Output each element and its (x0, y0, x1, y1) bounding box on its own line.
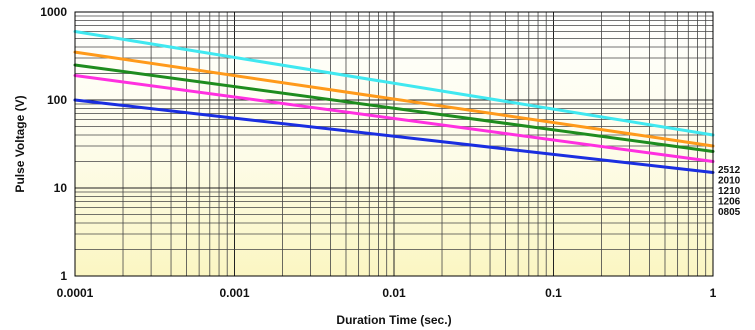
x-tick-label: 0.0001 (57, 286, 94, 300)
x-tick-label: 0.001 (219, 286, 249, 300)
series-label-0805: 0805 (718, 207, 741, 218)
y-tick-label: 100 (47, 93, 67, 107)
x-tick-label: 1 (710, 286, 717, 300)
x-tick-labels: 0.0001 0.001 0.01 0.1 1 (57, 286, 717, 300)
x-tick-label: 0.01 (382, 286, 406, 300)
x-axis-title: Duration Time (sec.) (336, 313, 451, 327)
y-tick-label: 1000 (40, 5, 67, 19)
series-label-2010: 2010 (718, 176, 741, 187)
series-line-1210 (73, 63, 715, 153)
series-lines (73, 30, 715, 174)
plot-frame (74, 11, 714, 277)
series-line-2512 (73, 30, 715, 137)
series-label-1210: 1210 (718, 186, 741, 197)
series-line-1206 (73, 73, 715, 164)
series-line-0805 (73, 98, 715, 174)
y-axis-title: Pulse Voltage (V) (13, 95, 27, 192)
series-label-1206: 1206 (718, 197, 741, 208)
x-tick-label: 0.1 (545, 286, 562, 300)
series-label-2512: 2512 (718, 165, 741, 176)
y-tick-label: 1 (60, 269, 67, 283)
y-tick-label: 10 (54, 181, 68, 195)
y-tick-labels: 1 10 100 1000 (40, 5, 67, 283)
series-line-2010 (73, 50, 715, 148)
